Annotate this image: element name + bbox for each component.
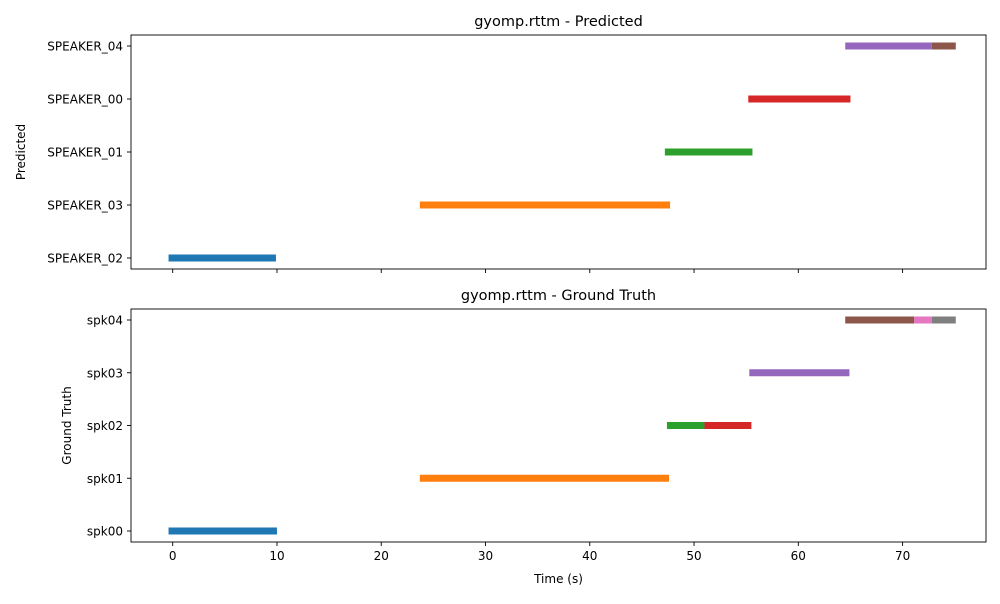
y-tick-label: SPEAKER_00: [47, 93, 123, 107]
y-tick-label: spk01: [87, 472, 123, 486]
segment-bar-spk04: [845, 316, 915, 324]
segment-bar-speaker_04: [931, 42, 956, 50]
chart-title: gyomp.rttm - Predicted: [474, 14, 643, 30]
segment-bar-spk04: [914, 316, 932, 324]
segment-bar-speaker_02: [168, 254, 276, 262]
segment-bar-speaker_04: [845, 42, 932, 50]
segment-bar-speaker_00: [748, 95, 851, 103]
segment-bar-spk04: [931, 316, 956, 324]
x-axis-label: Time (s): [533, 572, 583, 586]
x-tick-label: 50: [686, 549, 701, 563]
y-tick-label: spk00: [87, 525, 123, 539]
ground-truth-panel: spk00 spk01 spk02 spk03 spk04 0 10 20 30 40 50 60 70…: [60, 288, 987, 586]
predicted-panel: SPEAKER_02 SPEAKER_03 SPEAKER_01 SPEAKER_00…: [14, 14, 987, 273]
x-tick-label: 30: [478, 549, 493, 563]
segment-bar-spk01: [419, 474, 670, 482]
segment-bar-spk02: [666, 422, 705, 429]
y-tick-label: spk03: [87, 366, 123, 380]
y-tick-label: SPEAKER_04: [47, 40, 123, 54]
segment-bar-speaker_03: [419, 201, 671, 209]
y-axis-label: Predicted: [14, 124, 28, 180]
segment-bar-spk03: [749, 369, 850, 377]
y-tick-label: SPEAKER_01: [47, 146, 123, 160]
x-tick-label: 10: [269, 549, 284, 563]
y-tick-label: spk02: [87, 419, 123, 433]
y-tick-label: SPEAKER_02: [47, 252, 123, 266]
x-tick-label: 20: [374, 549, 389, 563]
x-tick-label: 40: [582, 549, 597, 563]
y-tick-label: SPEAKER_03: [47, 199, 123, 213]
x-tick-label: 60: [791, 549, 806, 563]
chart-title: gyomp.rttm - Ground Truth: [461, 288, 656, 304]
x-tick-label: 0: [169, 549, 177, 563]
y-axis-label: Ground Truth: [60, 386, 74, 464]
segment-bar-speaker_01: [664, 148, 753, 156]
segment-bar-spk02: [704, 422, 752, 429]
x-tick-label: 70: [895, 549, 910, 563]
y-tick-label: spk04: [87, 314, 123, 328]
segment-bar-spk00: [168, 527, 277, 535]
